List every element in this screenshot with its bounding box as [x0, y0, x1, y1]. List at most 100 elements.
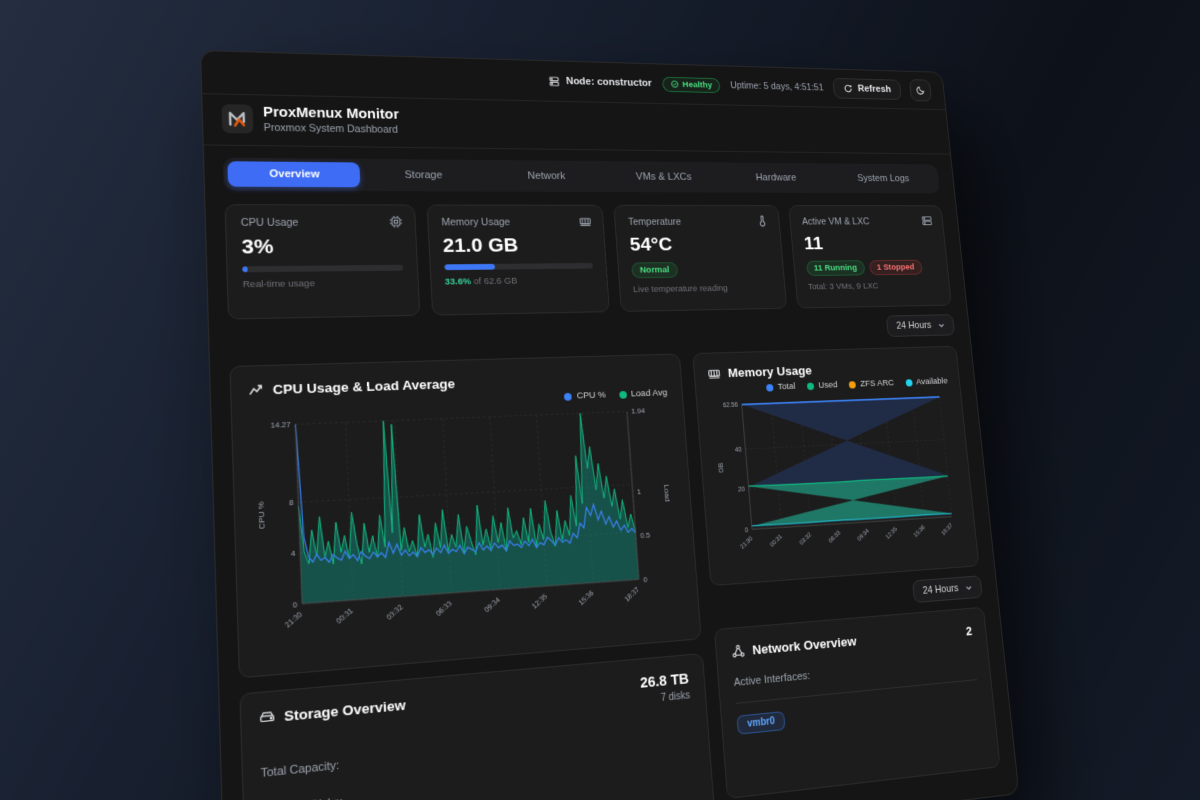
- cpu-progress-track: [242, 264, 403, 273]
- check-circle-icon: [670, 80, 679, 89]
- svg-text:0: 0: [643, 574, 648, 583]
- network-title: Network Overview: [751, 634, 858, 658]
- network-header: Network Overview 2: [731, 624, 973, 660]
- svg-text:14.27: 14.27: [270, 420, 291, 430]
- refresh-button[interactable]: Refresh: [832, 77, 902, 100]
- svg-text:12:35: 12:35: [531, 593, 549, 611]
- node-label: Node: constructor: [565, 75, 653, 89]
- cpu-usage-card: CPU Usage 3% Real-time usage: [224, 204, 420, 320]
- svg-text:03:32: 03:32: [386, 604, 405, 622]
- storage-title: Storage Overview: [283, 696, 407, 725]
- memory-progress-fill: [443, 263, 496, 271]
- svg-text:8: 8: [289, 498, 294, 508]
- node-info: Node: constructor: [548, 75, 652, 89]
- legend-dot: [564, 392, 573, 401]
- refresh-icon: [843, 83, 854, 93]
- app-title: ProxMenux Monitor: [262, 104, 400, 123]
- vm-count-value: 11: [803, 233, 824, 254]
- activity-icon: [248, 382, 264, 398]
- svg-text:21:30: 21:30: [739, 535, 754, 551]
- cpu-load-chart-card: CPU Usage & Load Average CPU % Load Avg 2…: [229, 353, 702, 679]
- svg-text:15:36: 15:36: [913, 524, 927, 539]
- storage-disks: 7 disks: [660, 689, 691, 704]
- svg-text:00:31: 00:31: [769, 533, 784, 549]
- legend-item: CPU %: [564, 390, 606, 402]
- svg-text:CPU %: CPU %: [256, 501, 267, 529]
- active-vm-lxc-card: Active VM & LXC 11 11 Running 1 Stopped …: [787, 205, 952, 309]
- tab-storage[interactable]: Storage: [404, 169, 443, 182]
- svg-text:62.56: 62.56: [723, 402, 739, 409]
- svg-text:1.94: 1.94: [631, 407, 645, 416]
- cpu-card-subtitle: Real-time usage: [242, 278, 316, 291]
- svg-text:09:34: 09:34: [484, 596, 502, 614]
- health-label: Healthy: [682, 79, 713, 90]
- svg-text:06:33: 06:33: [435, 600, 454, 618]
- svg-text:4: 4: [291, 548, 296, 558]
- temperature-value: 54°C: [629, 233, 673, 256]
- svg-text:0: 0: [293, 599, 298, 609]
- memory-chart-card: Memory Usage Total Used ZFS ARC Available 2…: [692, 345, 980, 587]
- dashboard-window: Node: constructor Healthy Uptime: 5 days…: [200, 50, 1020, 800]
- memory-usage-card: Memory Usage 21.0 GB 33.6% of 62.6 GB: [426, 204, 610, 316]
- legend-dot: [848, 380, 857, 389]
- storage-stats: 26.8 TB 7 disks: [640, 671, 691, 706]
- cpu-icon: [388, 215, 403, 228]
- legend-item: Used: [806, 380, 838, 391]
- svg-text:0.5: 0.5: [640, 530, 651, 540]
- svg-text:12:35: 12:35: [885, 526, 899, 541]
- storage-overview-card: Storage Overview 26.8 TB 7 disks Total C…: [239, 652, 718, 800]
- vm-stopped-badge: 1 Stopped: [868, 259, 923, 276]
- network-nodes-icon: [731, 644, 746, 660]
- interface-badge[interactable]: vmbr0: [736, 711, 786, 736]
- network-title-wrap: Network Overview: [731, 634, 857, 660]
- memory-icon: [578, 215, 592, 228]
- theme-toggle-button[interactable]: [909, 79, 932, 102]
- cpu-card-title: CPU Usage: [240, 216, 299, 229]
- legend-dot: [618, 390, 627, 399]
- tab-bar: Overview Storage Network VMs & LXCs Hard…: [223, 157, 941, 194]
- app-header: ProxMenux Monitor Proxmox System Dashboa…: [202, 94, 951, 155]
- temperature-status-badge: Normal: [631, 262, 679, 279]
- thermometer-icon: [755, 215, 768, 227]
- tab-overview[interactable]: Overview: [227, 161, 361, 188]
- memory-chevron-down-icon: [965, 583, 973, 592]
- app-titles: ProxMenux Monitor Proxmox System Dashboa…: [263, 105, 400, 136]
- storage-title-wrap: Storage Overview: [259, 697, 406, 727]
- legend-dot: [905, 378, 913, 387]
- memory-card-title: Memory Usage: [441, 216, 511, 229]
- hard-drive-icon: [259, 709, 276, 727]
- tab-system-logs[interactable]: System Logs: [856, 173, 910, 184]
- memory-chart-title: Memory Usage: [727, 363, 813, 380]
- vm-status-pills: 11 Running 1 Stopped: [805, 259, 937, 277]
- svg-text:06:33: 06:33: [827, 529, 842, 544]
- memory-time-range-select[interactable]: 24 Hours: [912, 575, 983, 604]
- memory-percent: 33.6%: [444, 276, 472, 288]
- tab-hardware[interactable]: Hardware: [755, 172, 797, 184]
- main-grid: CPU Usage & Load Average CPU % Load Avg 2…: [210, 335, 1020, 800]
- legend-item: Total: [766, 381, 796, 392]
- tab-vms-lxcs[interactable]: VMs & LXCs: [635, 171, 692, 183]
- legend-dot: [766, 383, 774, 392]
- refresh-label: Refresh: [857, 83, 892, 95]
- health-badge: Healthy: [661, 76, 721, 93]
- right-column: Memory Usage Total Used ZFS ARC Available 2…: [692, 345, 1001, 800]
- time-range-select[interactable]: 24 Hours: [886, 314, 956, 337]
- app-subtitle: Proxmox System Dashboard: [263, 122, 399, 136]
- network-overview-card: Network Overview 2 Active Interfaces: vm…: [713, 607, 1001, 800]
- svg-text:21:30: 21:30: [284, 611, 304, 630]
- cpu-progress-fill: [242, 266, 248, 273]
- server-icon: [548, 75, 561, 87]
- vm-total-text: Total: 3 VMs, 9 LXC: [807, 281, 879, 293]
- memory-value: 21.0 GB: [442, 234, 519, 257]
- temperature-card: Temperature 54°C Normal Live temperature…: [613, 204, 787, 312]
- memory-progress-track: [443, 262, 594, 271]
- server-stack-icon: [921, 215, 933, 227]
- cpu-chart-title: CPU Usage & Load Average: [272, 376, 456, 398]
- legend-dot: [806, 382, 815, 390]
- cpu-value: 3%: [241, 235, 274, 259]
- vm-running-badge: 11 Running: [805, 260, 866, 277]
- svg-text:40: 40: [735, 447, 743, 454]
- svg-text:GB: GB: [716, 462, 725, 473]
- tab-network[interactable]: Network: [527, 170, 566, 182]
